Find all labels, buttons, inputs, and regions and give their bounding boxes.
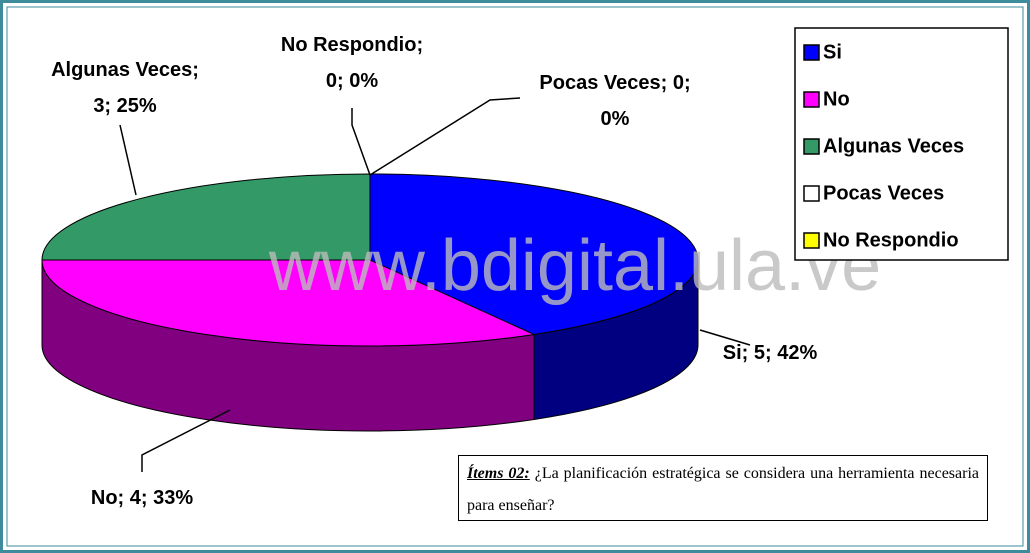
- legend-label: Pocas Veces: [823, 182, 944, 204]
- leader-line: [119, 124, 137, 196]
- data-label: Algunas Veces; 3; 25%: [51, 59, 199, 117]
- legend-swatch: [803, 138, 820, 155]
- legend-box: [794, 27, 1009, 261]
- slice: [41, 259, 536, 347]
- legend-label: No: [823, 88, 850, 110]
- legend-swatch: [803, 44, 820, 61]
- legend-swatch: [803, 91, 820, 108]
- leader-line: [699, 329, 751, 346]
- leader-line: [369, 97, 521, 176]
- note: Ítems 02: ¿La planificación estratégica …: [458, 455, 988, 521]
- note-text: ¿La planificación estratégica se conside…: [467, 465, 980, 514]
- slice: [369, 173, 699, 335]
- legend: Si No Algunas Veces Pocas Veces No Respondio: [794, 27, 1009, 261]
- leader-line: [141, 409, 231, 472]
- legend-label: No Respondio: [823, 229, 959, 251]
- legend-label: Algunas Veces: [823, 135, 964, 157]
- frame-inner: [6, 6, 1024, 547]
- note-label: Ítems 02:: [467, 465, 530, 482]
- data-label: Pocas Veces; 0; 0%: [539, 72, 691, 130]
- legend-swatch: [803, 185, 820, 202]
- watermark: www.bdigital.ula.ve: [268, 226, 881, 306]
- legend-swatch: [803, 232, 820, 249]
- data-label: No Respondio; 0; 0%: [280, 34, 424, 92]
- legend-label: Si: [823, 41, 842, 63]
- data-label: No; 4; 33%: [90, 487, 194, 509]
- leader-line: [351, 108, 371, 176]
- slice: [41, 173, 371, 261]
- data-label: Si; 5; 42%: [722, 342, 818, 364]
